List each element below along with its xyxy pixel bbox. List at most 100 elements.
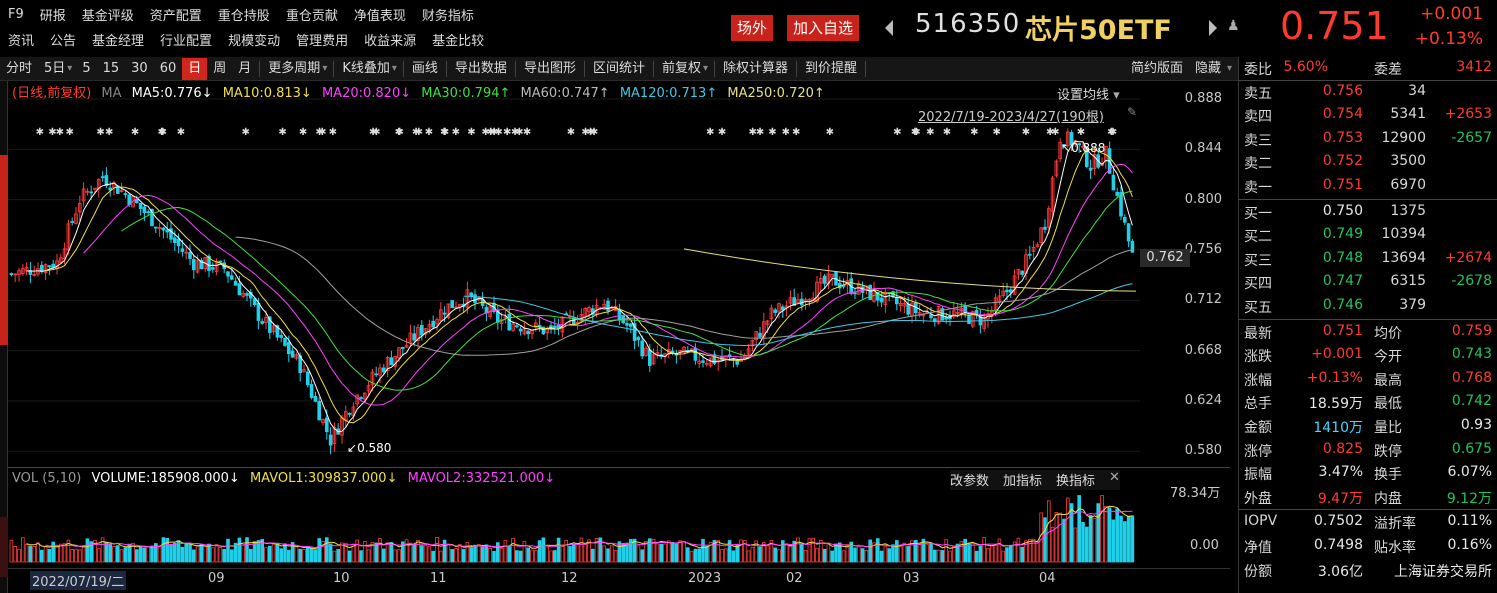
volume-bar bbox=[104, 542, 109, 563]
volume-bar bbox=[553, 550, 557, 563]
chevron-down-icon[interactable]: ▾ bbox=[702, 63, 709, 74]
volume-chart[interactable] bbox=[8, 490, 1143, 566]
toolbar-item-8[interactable]: 到价提醒 bbox=[805, 60, 858, 76]
chevron-down-icon[interactable]: ▾ bbox=[1226, 63, 1232, 74]
nav-item-7[interactable]: 财务指标 bbox=[421, 8, 474, 24]
period-tab-0[interactable]: 分时 bbox=[6, 60, 33, 76]
volume-bar bbox=[883, 546, 888, 563]
ma-settings-button[interactable]: 设置均线 ▾ bbox=[1057, 88, 1120, 103]
prev-arrow-icon[interactable] bbox=[885, 20, 893, 36]
candle bbox=[275, 325, 280, 338]
volume-bar bbox=[150, 545, 154, 563]
volume-bar bbox=[286, 549, 291, 563]
period-tab-5[interactable]: 60 bbox=[159, 60, 177, 76]
chart-mode-label[interactable]: (日线,前复权) bbox=[12, 86, 92, 101]
toolbar-right-1[interactable]: 隐藏 bbox=[1194, 60, 1221, 76]
toolbar-item-5[interactable]: 区间统计 bbox=[592, 60, 645, 76]
period-tab-3[interactable]: 15 bbox=[102, 60, 120, 76]
nav-item-1[interactable]: 研报 bbox=[39, 8, 66, 24]
next-arrow-icon[interactable] bbox=[1209, 20, 1217, 36]
volume-bar bbox=[724, 548, 728, 563]
nav-item-r2-0[interactable]: 资讯 bbox=[8, 33, 35, 49]
candle bbox=[1028, 253, 1032, 256]
separator bbox=[514, 60, 516, 77]
nav-item-r2-3[interactable]: 行业配置 bbox=[160, 33, 213, 49]
period-tab-2[interactable]: 5 bbox=[82, 60, 91, 76]
nav-item-6[interactable]: 净值表现 bbox=[353, 8, 406, 24]
volume-bar bbox=[541, 537, 546, 563]
volume-bar bbox=[237, 537, 242, 563]
nav-item-r2-4[interactable]: 规模变动 bbox=[228, 33, 281, 49]
volume-bar bbox=[370, 542, 375, 563]
volume-bar bbox=[85, 538, 90, 563]
toolbar-item-3[interactable]: 导出数据 bbox=[454, 60, 507, 76]
candle bbox=[541, 326, 546, 335]
nav-item-r2-5[interactable]: 管理费用 bbox=[296, 33, 349, 49]
switch-indicator-button[interactable]: 换指标 bbox=[1056, 474, 1096, 489]
bell-icon[interactable]: ♟ bbox=[1227, 18, 1240, 34]
candle bbox=[929, 314, 933, 319]
volume-bar bbox=[1069, 503, 1074, 563]
toolbar-item-1[interactable]: K线叠加 bbox=[342, 60, 390, 76]
toolbar-item-6[interactable]: 前复权 bbox=[661, 60, 701, 76]
candle bbox=[180, 248, 185, 252]
toolbar-item-0[interactable]: 更多周期 bbox=[268, 60, 321, 76]
sidebar-segment[interactable] bbox=[0, 517, 8, 577]
period-tab-8[interactable]: 月 bbox=[238, 60, 252, 76]
toolbar-item-4[interactable]: 导出图形 bbox=[523, 60, 576, 76]
add-indicator-button[interactable]: 加指标 bbox=[1003, 474, 1043, 489]
x-tick-label: 2023 bbox=[688, 571, 722, 586]
volume-bar bbox=[427, 545, 432, 563]
otc-button[interactable]: 场外 bbox=[731, 15, 774, 41]
close-icon[interactable]: ✕ bbox=[1109, 470, 1120, 485]
candle bbox=[218, 260, 223, 263]
volume-bar bbox=[97, 548, 101, 563]
period-tab-1[interactable]: 5日 bbox=[44, 60, 66, 76]
chevron-down-icon[interactable]: ▾ bbox=[322, 63, 328, 74]
nav-item-2[interactable]: 基金评级 bbox=[81, 8, 134, 24]
nav-row-1: F9 研报 基金评级 资产配置 重仓持股 重仓贡献 净值表现 财务指标 bbox=[0, 2, 482, 26]
nav-item-5[interactable]: 重仓贡献 bbox=[285, 8, 338, 24]
weibi-label: 委比 bbox=[1244, 62, 1272, 78]
chevron-down-icon[interactable]: ▾ bbox=[67, 63, 73, 74]
nav-item-r2-6[interactable]: 收益来源 bbox=[364, 33, 417, 49]
volume-bar bbox=[621, 543, 625, 563]
volume-bar bbox=[1001, 550, 1005, 563]
event-marker-icon: ✱ bbox=[157, 127, 165, 138]
add-watchlist-button[interactable]: 加入自选 bbox=[787, 15, 860, 41]
volume-bar bbox=[807, 538, 812, 563]
toolbar-item-7[interactable]: 除权计算器 bbox=[723, 60, 789, 76]
edit-params-button[interactable]: 改参数 bbox=[950, 474, 990, 489]
nav-item-3[interactable]: 资产配置 bbox=[149, 8, 202, 24]
nav-item-r2-1[interactable]: 公告 bbox=[50, 33, 77, 49]
left-sidebar[interactable] bbox=[0, 57, 8, 593]
candle bbox=[735, 360, 739, 365]
y-tick-label: 0.624 bbox=[1184, 392, 1222, 408]
period-tab-4[interactable]: 30 bbox=[131, 60, 148, 76]
chevron-down-icon[interactable]: ▾ bbox=[391, 63, 397, 74]
toolbar-right-0[interactable]: 简约版面 bbox=[1130, 60, 1183, 76]
nav-item-r2-7[interactable]: 基金比较 bbox=[432, 33, 485, 49]
toolbar-item-2[interactable]: 画线 bbox=[411, 60, 438, 76]
candle bbox=[43, 264, 48, 274]
weibi-value: 5.60% bbox=[1283, 59, 1328, 75]
bid-volume: 6315 bbox=[1390, 273, 1426, 290]
candle bbox=[146, 211, 151, 214]
volume-bar bbox=[214, 544, 219, 563]
pin-icon[interactable]: ✎ bbox=[1127, 105, 1138, 119]
period-tab-7[interactable]: 周 bbox=[213, 60, 227, 76]
candle bbox=[184, 251, 189, 254]
candlestick-chart[interactable]: ✱✱✱ ✱✱ ✱✱ ✱✱✱✱ ✱✱ ✱ ✱ ✱ ✱✱✱✱ ✱✱ ✱✱ ✱✱ ✱✱ ✱✱ ✱✱✱✱ ✱ ✱✱ ✱✱ ✱… bbox=[8, 81, 1158, 467]
sidebar-active-segment[interactable] bbox=[0, 155, 8, 345]
volume-bar bbox=[1020, 546, 1024, 563]
nav-item-4[interactable]: 重仓持股 bbox=[217, 8, 270, 24]
bid-volume: 1375 bbox=[1390, 202, 1426, 219]
period-tab-6[interactable]: 日 bbox=[182, 57, 208, 80]
ask-price: 0.753 bbox=[1322, 129, 1363, 146]
nav-item-0[interactable]: F9 bbox=[8, 6, 24, 22]
volume-bar bbox=[971, 543, 975, 563]
candle bbox=[70, 221, 74, 223]
nav-item-r2-2[interactable]: 基金经理 bbox=[92, 33, 145, 49]
event-marker-icon: ✱ bbox=[65, 127, 73, 138]
y-tick-label: 0.580 bbox=[1184, 443, 1222, 459]
